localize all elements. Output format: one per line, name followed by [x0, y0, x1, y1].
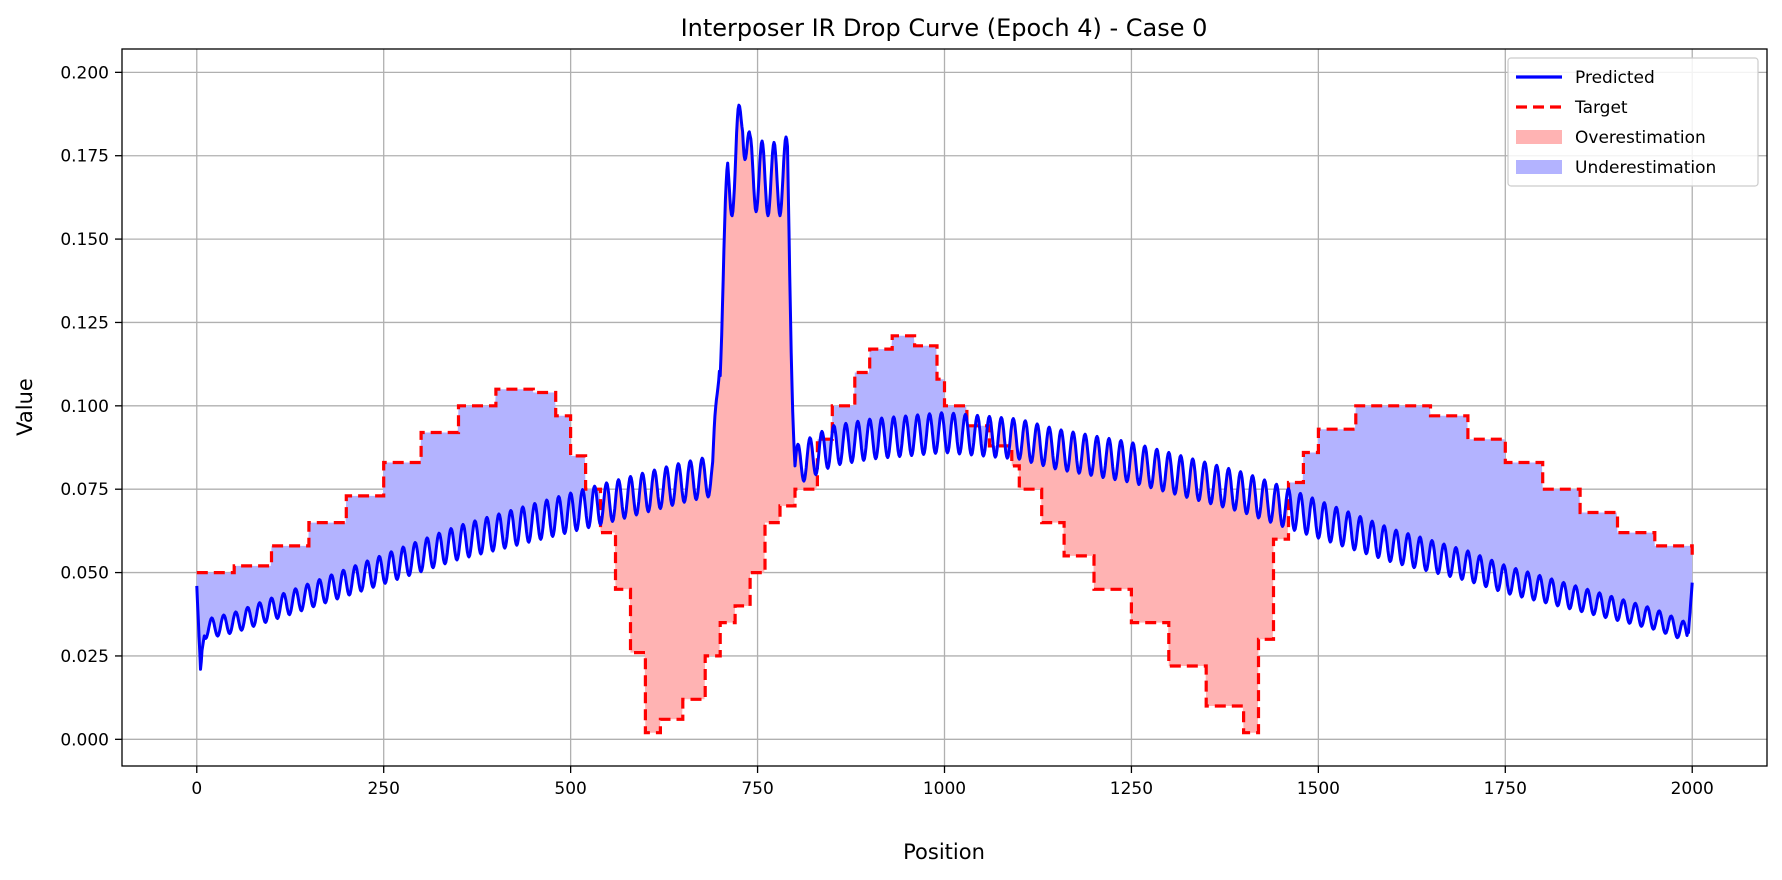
y-tick-label-1: 0.025 [60, 647, 109, 667]
underestimation-region-0 [196, 389, 594, 670]
x-tick-label-2: 500 [554, 779, 586, 799]
x-tick-label-0: 0 [191, 779, 202, 799]
overestimation-region-17 [1010, 418, 1289, 733]
legend: Predicted Target Overestimation Underest… [1507, 57, 1759, 187]
predicted-line [195, 103, 1694, 671]
overestimation-region-3 [600, 105, 818, 733]
y-tick-label-3: 0.075 [60, 480, 109, 500]
difference-fills [196, 105, 1693, 733]
y-tick-label-6: 0.150 [60, 230, 109, 250]
chart-title: Interposer IR Drop Curve (Epoch 4) - Cas… [681, 14, 1208, 42]
x-tick-label-3: 750 [741, 779, 773, 799]
x-tick-label-1: 250 [367, 779, 399, 799]
legend-label-overestimation: Overestimation [1575, 128, 1706, 148]
x-tick-label-7: 1750 [1484, 779, 1527, 799]
x-tick-label-5: 1250 [1110, 779, 1153, 799]
legend-swatch-overestimation [1516, 130, 1562, 144]
x-tick-label-8: 2000 [1671, 779, 1714, 799]
legend-box [1507, 57, 1759, 187]
legend-label-underestimation: Underestimation [1575, 158, 1716, 178]
series-lines [195, 103, 1694, 735]
legend-label-target: Target [1574, 98, 1628, 118]
y-tick-label-5: 0.125 [60, 313, 109, 333]
y-tick-label-0: 0.000 [60, 730, 109, 750]
y-tick-label-4: 0.100 [60, 397, 109, 417]
x-tick-label-4: 1000 [923, 779, 966, 799]
y-tick-label-7: 0.175 [60, 147, 109, 167]
y-tick-label-2: 0.050 [60, 564, 109, 584]
x-axis-ticks: 0 250 500 750 1000 1250 1500 1750 2000 [191, 766, 1714, 799]
legend-swatch-underestimation [1516, 160, 1562, 174]
x-axis-label: Position [903, 840, 985, 864]
y-axis-label: Value [13, 378, 37, 436]
x-tick-label-6: 1500 [1297, 779, 1340, 799]
legend-label-predicted: Predicted [1575, 68, 1655, 88]
y-axis-ticks: 0.000 0.025 0.050 0.075 0.100 0.125 0.150 0.175… [60, 63, 122, 750]
underestimation-region-18 [1288, 405, 1693, 638]
y-tick-label-8: 0.200 [60, 63, 109, 83]
